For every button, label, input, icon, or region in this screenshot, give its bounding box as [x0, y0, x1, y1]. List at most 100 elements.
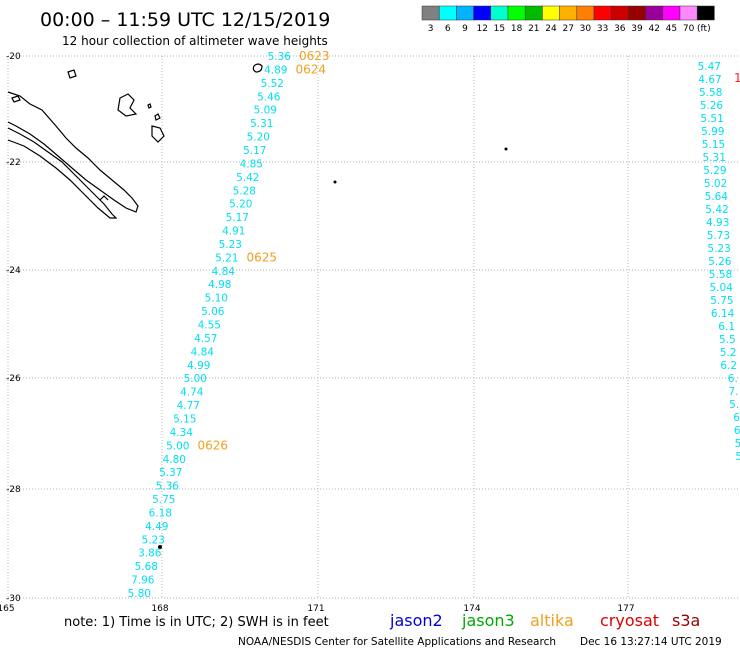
swh-value: 5.00: [166, 440, 189, 452]
altika-track-left: 5.364.895.525.465.095.315.205.174.855.42…: [128, 49, 330, 600]
legend-label: 30: [580, 24, 592, 34]
swh-value: 4.77: [177, 400, 200, 412]
swh-value: 6.2: [720, 360, 737, 372]
legend-label: 42: [648, 24, 659, 34]
legend-swatch: [696, 5, 715, 21]
legend-label: 6: [445, 24, 451, 34]
longitude-label: 165: [0, 604, 15, 614]
legend-swatch: [490, 5, 509, 21]
legend-label: 3: [428, 24, 434, 34]
swh-value: 5.47: [698, 61, 721, 73]
legend-swatch: [507, 5, 526, 21]
swh-value: 4.80: [163, 454, 186, 466]
swh-value: 5.26: [700, 100, 724, 112]
longitude-label: 168: [151, 604, 168, 614]
swh-value: 5.02: [704, 178, 727, 190]
swh-value: 5.68: [135, 561, 158, 573]
legend-label: 18: [511, 24, 523, 34]
small-islands: [158, 147, 508, 549]
swh-value: 5.20: [247, 132, 270, 144]
swh-value: 5.23: [219, 239, 242, 251]
legend-label: 21: [528, 24, 539, 34]
swh-value: 6: [734, 425, 740, 437]
legend-swatch: [593, 5, 612, 21]
swh-value: 5.17: [243, 145, 266, 157]
swh-value: 4.84: [212, 266, 236, 278]
swh-value: 5.31: [703, 152, 726, 164]
swh-value: 4.93: [706, 217, 729, 229]
swh-value: 4.84: [191, 346, 215, 358]
swh-value: 5.58: [699, 87, 722, 99]
longitude-label: 171: [307, 604, 324, 614]
swh-value: 5.37: [159, 467, 182, 479]
pass-time-label: 0626: [198, 438, 229, 452]
swh-value: 5: [735, 451, 740, 463]
swh-value: 7.: [728, 386, 738, 398]
swh-value: 6.: [728, 373, 738, 385]
legend-label: 12: [476, 24, 487, 34]
swh-value: 5.21: [215, 252, 238, 264]
swh-value: 5.20: [229, 199, 252, 211]
map-title: 00:00 – 11:59 UTC 12/15/2019: [40, 9, 330, 31]
mission-name-jason3: jason3: [461, 611, 515, 630]
swh-value: 6.14: [711, 308, 735, 320]
swh-value: 4.91: [222, 226, 245, 238]
longitude-label: 177: [617, 604, 634, 614]
new-caledonia-coastline: [7, 63, 263, 219]
swh-value: 4.98: [208, 279, 231, 291]
swh-value: 5.04: [710, 282, 734, 294]
swh-value: 7.96: [131, 575, 155, 587]
latitude-label: -26: [6, 374, 21, 384]
footer-credit: NOAA/NESDIS Center for Satellite Applica…: [238, 636, 556, 648]
legend-label: 45: [666, 24, 677, 34]
swh-value: 5.31: [250, 118, 273, 130]
swh-value: 5.80: [128, 588, 151, 600]
swh-value: 5.64: [705, 191, 729, 203]
legend-swatch: [421, 5, 440, 21]
swh-value: 4.74: [180, 387, 204, 399]
swh-value: 6: [733, 412, 740, 424]
color-legend: 3 6 9 12 15 18 21 24 27 30 33 36 39 42 45 70 (ft): [421, 5, 715, 34]
footer-timestamp: Dec 16 13:27:14 UTC 2019: [580, 636, 722, 648]
mission-name-s3a: s3a: [672, 611, 700, 630]
longitude-label: 174: [463, 604, 480, 614]
swh-value: 4.57: [194, 333, 217, 345]
legend-label: 24: [545, 24, 557, 34]
latitude-label: -22: [6, 158, 21, 168]
latitude-label: -30: [6, 594, 21, 604]
swh-value: 5.36: [268, 51, 292, 63]
legend-swatch: [645, 5, 664, 21]
legend-swatch: [559, 5, 578, 21]
legend-swatch: [524, 5, 543, 21]
legend-label: 9: [462, 24, 468, 34]
swh-value: 5.29: [703, 165, 726, 177]
swh-value: 5.51: [700, 113, 723, 125]
swh-value: 5.00: [184, 373, 207, 385]
mission-name-jason2: jason2: [389, 611, 443, 630]
altika-track-right: 5.474.675.585.265.515.995.155.315.295.02…: [698, 61, 740, 463]
swh-value: 5.58: [709, 269, 732, 281]
swh-value: 5.15: [173, 413, 196, 425]
legend-label: 33: [597, 24, 608, 34]
legend-label: 39: [631, 24, 643, 34]
pass-time-label: 1: [734, 71, 740, 85]
swh-value: 5.2: [720, 347, 737, 359]
legend-swatch: [610, 5, 629, 21]
latitude-label: -20: [6, 52, 21, 62]
swh-value: 5.5: [719, 334, 736, 346]
swh-value: 5.26: [708, 256, 732, 268]
mission-name-cryosat: cryosat: [600, 611, 659, 630]
swh-value: 5.75: [710, 295, 733, 307]
legend-label: (ft): [697, 24, 711, 34]
swh-value: 5.10: [205, 293, 228, 305]
pass-time-label: 0623: [299, 49, 330, 63]
swh-value: 4.85: [240, 158, 263, 170]
swh-value: 5.75: [152, 494, 175, 506]
mission-name-altika: altika: [530, 611, 574, 630]
swh-value: 5.09: [254, 105, 277, 117]
swh-value: 5.46: [257, 91, 281, 103]
footer-note: note: 1) Time is in UTC; 2) SWH is in fe…: [64, 615, 329, 630]
